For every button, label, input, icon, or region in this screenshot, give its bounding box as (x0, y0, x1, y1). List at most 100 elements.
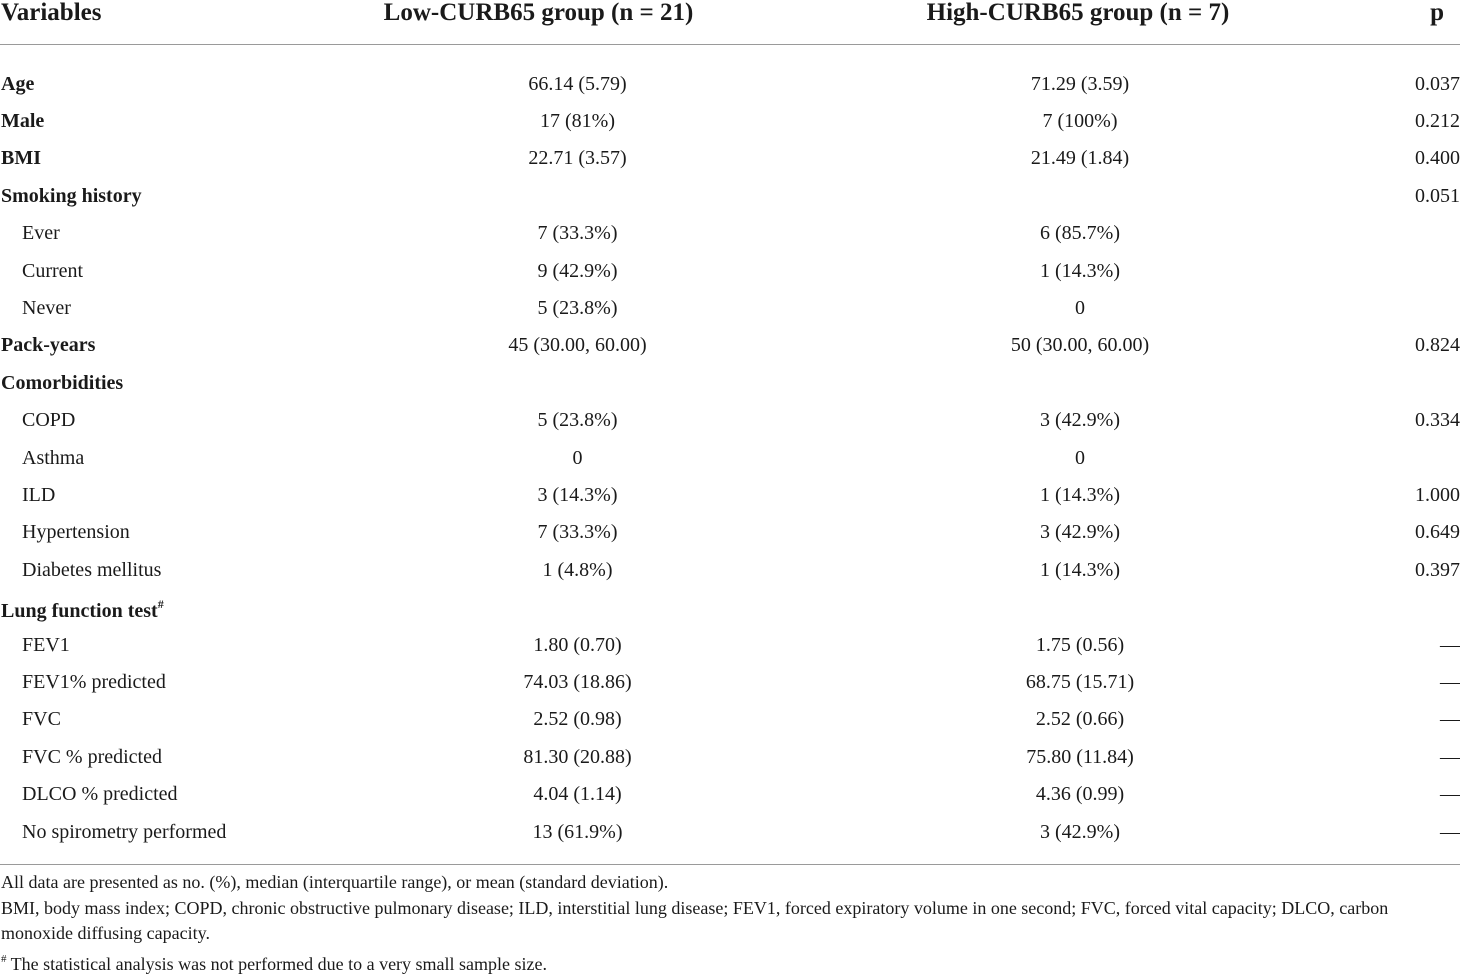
low-value (330, 364, 825, 401)
header-low-curb65: Low-CURB65 group (n = 21) (330, 0, 825, 45)
row-label: FEV1% predicted (0, 663, 330, 700)
p-value (1335, 289, 1460, 326)
table-row: No spirometry performed 13 (61.9%) 3 (42… (0, 813, 1460, 865)
low-value: 45 (30.00, 60.00) (330, 327, 825, 364)
row-label: Hypertension (0, 514, 330, 551)
table-row: Age 66.14 (5.79) 71.29 (3.59) 0.037 (0, 45, 1460, 103)
low-value: 22.71 (3.57) (330, 140, 825, 177)
table-row: FVC % predicted 81.30 (20.88) 75.80 (11.… (0, 738, 1460, 775)
row-label: DLCO % predicted (0, 775, 330, 812)
table-row: Diabetes mellitus 1 (4.8%) 1 (14.3%) 0.3… (0, 551, 1460, 588)
table-row: BMI 22.71 (3.57) 21.49 (1.84) 0.400 (0, 140, 1460, 177)
row-label-with-footnote: Lung function test# (0, 588, 330, 625)
low-value: 3 (14.3%) (330, 476, 825, 513)
header-p-value: p (1335, 0, 1460, 45)
low-value: 7 (33.3%) (330, 215, 825, 252)
high-value: 3 (42.9%) (825, 514, 1335, 551)
high-value (825, 364, 1335, 401)
note-abbreviations: BMI, body mass index; COPD, chronic obst… (1, 896, 1459, 947)
row-label: COPD (0, 402, 330, 439)
row-label: Male (0, 102, 330, 139)
high-value: 21.49 (1.84) (825, 140, 1335, 177)
high-value (825, 588, 1335, 625)
high-value: 3 (42.9%) (825, 402, 1335, 439)
row-label: Comorbidities (0, 364, 330, 401)
row-label: Smoking history (0, 177, 330, 214)
row-label: FEV1 (0, 626, 330, 663)
row-label: Asthma (0, 439, 330, 476)
table-row: COPD 5 (23.8%) 3 (42.9%) 0.334 (0, 402, 1460, 439)
header-variables: Variables (0, 0, 330, 45)
high-value: 71.29 (3.59) (825, 45, 1335, 103)
low-value: 9 (42.9%) (330, 252, 825, 289)
table-row: Male 17 (81%) 7 (100%) 0.212 (0, 102, 1460, 139)
row-label: Pack-years (0, 327, 330, 364)
p-value: — (1335, 738, 1460, 775)
note-data-presentation: All data are presented as no. (%), media… (1, 870, 1459, 896)
high-value: 6 (85.7%) (825, 215, 1335, 252)
p-value (1335, 215, 1460, 252)
table-row: Never 5 (23.8%) 0 (0, 289, 1460, 326)
low-value: 17 (81%) (330, 102, 825, 139)
footnote-text: The statistical analysis was not perform… (7, 954, 548, 974)
p-value: — (1335, 626, 1460, 663)
high-value: 1.75 (0.56) (825, 626, 1335, 663)
row-label: Current (0, 252, 330, 289)
low-value: 5 (23.8%) (330, 289, 825, 326)
high-value: 1 (14.3%) (825, 476, 1335, 513)
table-row: Hypertension 7 (33.3%) 3 (42.9%) 0.649 (0, 514, 1460, 551)
table-row: FEV1 1.80 (0.70) 1.75 (0.56) — (0, 626, 1460, 663)
high-value: 50 (30.00, 60.00) (825, 327, 1335, 364)
low-value: 1 (4.8%) (330, 551, 825, 588)
p-value: 0.400 (1335, 140, 1460, 177)
high-value: 0 (825, 289, 1335, 326)
p-value (1335, 588, 1460, 625)
row-label: Diabetes mellitus (0, 551, 330, 588)
high-value: 1 (14.3%) (825, 252, 1335, 289)
table-row: ILD 3 (14.3%) 1 (14.3%) 1.000 (0, 476, 1460, 513)
high-value: 3 (42.9%) (825, 813, 1335, 865)
table-row: FVC 2.52 (0.98) 2.52 (0.66) — (0, 701, 1460, 738)
p-value: 1.000 (1335, 476, 1460, 513)
table-row: DLCO % predicted 4.04 (1.14) 4.36 (0.99)… (0, 775, 1460, 812)
row-label: Lung function test (1, 600, 158, 622)
row-label: ILD (0, 476, 330, 513)
low-value: 74.03 (18.86) (330, 663, 825, 700)
low-value: 2.52 (0.98) (330, 701, 825, 738)
low-value: 4.04 (1.14) (330, 775, 825, 812)
low-value (330, 177, 825, 214)
high-value: 4.36 (0.99) (825, 775, 1335, 812)
footnote-mark: # (158, 597, 164, 611)
p-value: 0.037 (1335, 45, 1460, 103)
row-label: FVC % predicted (0, 738, 330, 775)
table-row: Asthma 0 0 (0, 439, 1460, 476)
high-value: 2.52 (0.66) (825, 701, 1335, 738)
low-value: 1.80 (0.70) (330, 626, 825, 663)
table-row: Lung function test# (0, 588, 1460, 625)
high-value: 0 (825, 439, 1335, 476)
characteristics-table: Variables Low-CURB65 group (n = 21) High… (0, 0, 1460, 865)
table-header-row: Variables Low-CURB65 group (n = 21) High… (0, 0, 1460, 45)
low-value: 66.14 (5.79) (330, 45, 825, 103)
row-label: Ever (0, 215, 330, 252)
table-row: Comorbidities (0, 364, 1460, 401)
note-footnote: # The statistical analysis was not perfo… (1, 947, 1459, 977)
table-row: Current 9 (42.9%) 1 (14.3%) (0, 252, 1460, 289)
high-value: 1 (14.3%) (825, 551, 1335, 588)
table-notes: All data are presented as no. (%), media… (1, 870, 1459, 977)
p-value: 0.212 (1335, 102, 1460, 139)
p-value: 0.334 (1335, 402, 1460, 439)
table-row: Ever 7 (33.3%) 6 (85.7%) (0, 215, 1460, 252)
low-value: 5 (23.8%) (330, 402, 825, 439)
row-label: Never (0, 289, 330, 326)
row-label: Age (0, 45, 330, 103)
low-value (330, 588, 825, 625)
row-label: BMI (0, 140, 330, 177)
table-row: Smoking history 0.051 (0, 177, 1460, 214)
table-row: Pack-years 45 (30.00, 60.00) 50 (30.00, … (0, 327, 1460, 364)
p-value: — (1335, 701, 1460, 738)
p-value (1335, 439, 1460, 476)
header-high-curb65: High-CURB65 group (n = 7) (825, 0, 1335, 45)
row-label: FVC (0, 701, 330, 738)
low-value: 81.30 (20.88) (330, 738, 825, 775)
